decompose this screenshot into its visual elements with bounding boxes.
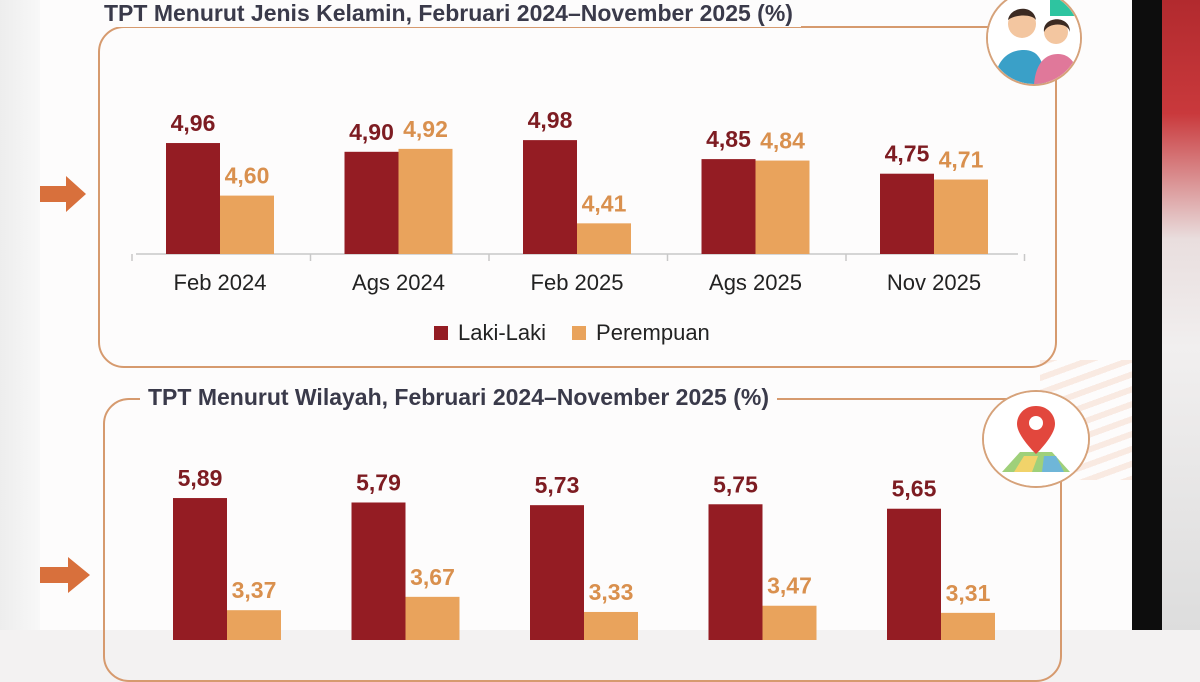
background-edge-red: [1162, 0, 1200, 630]
bar-series2-nov-2025: [934, 179, 988, 254]
bar-series1-feb-2025: [523, 140, 577, 254]
legend-label-laki-laki: Laki-Laki: [458, 320, 547, 345]
data-label: 4,84: [760, 128, 805, 154]
data-label: 5,65: [892, 476, 937, 502]
bar-series1-5: [887, 508, 941, 640]
chart-legend: Laki-Laki Perempuan: [434, 320, 736, 346]
bar-series2-ags-2024: [398, 148, 453, 254]
gender-bar-chart: 4,96 4,60 Feb 2024 4,90 4,92 Ags 2024 4,98 4,41…: [131, 107, 1026, 295]
data-label: 4,92: [403, 116, 448, 142]
x-tick-label: Feb 2025: [531, 270, 624, 295]
x-tick-label: Nov 2025: [887, 270, 981, 295]
data-label: 5,79: [356, 469, 401, 495]
bar-series2-2: [405, 596, 460, 640]
bar-series2-feb-2024: [220, 195, 274, 254]
x-tick-label: Feb 2024: [174, 270, 267, 295]
bar-series1-1: [173, 498, 227, 640]
data-label: 4,41: [582, 190, 627, 216]
data-label: 5,75: [713, 471, 758, 497]
gender-chart-title: TPT Menurut Jenis Kelamin, Februari 2024…: [96, 0, 801, 27]
bar-series2-1: [227, 610, 281, 640]
bar-series1-feb-2024: [166, 143, 220, 254]
x-tick-label: Ags 2024: [352, 270, 445, 295]
data-label: 3,31: [946, 580, 991, 606]
map-pin-icon: [982, 390, 1090, 488]
data-label: 5,89: [178, 465, 223, 491]
bar-series1-3: [530, 505, 584, 640]
legend-label-perempuan: Perempuan: [596, 320, 710, 345]
data-label: 4,60: [225, 163, 270, 189]
data-label: 4,75: [885, 141, 930, 167]
legend-item-laki-laki: Laki-Laki: [434, 320, 546, 346]
background-edge-right: [1132, 0, 1162, 630]
bar-series2-4: [762, 605, 817, 640]
data-label: 4,90: [349, 119, 394, 145]
legend-item-perempuan: Perempuan: [572, 320, 710, 346]
bar-series2-feb-2025: [577, 223, 631, 254]
data-label: 4,71: [939, 147, 984, 173]
arrow-right-icon: [40, 176, 86, 212]
people-icon: [986, 0, 1082, 86]
gender-chart-frame: [98, 26, 1057, 368]
background-edge-left: [0, 0, 40, 630]
data-label: 3,33: [589, 579, 634, 605]
data-label: 4,85: [706, 126, 751, 152]
bar-series1-ags-2025: [701, 159, 756, 254]
data-label: 4,96: [171, 110, 216, 136]
region-chart-title: TPT Menurut Wilayah, Februari 2024–Novem…: [140, 384, 777, 411]
bar-series2-ags-2025: [755, 160, 810, 254]
data-label: 5,73: [535, 472, 580, 498]
legend-swatch-laki-laki: [434, 326, 448, 340]
bar-series2-5: [941, 612, 995, 640]
bar-series1-4: [708, 504, 763, 640]
bar-series2-3: [584, 611, 638, 640]
data-label: 3,37: [232, 577, 277, 603]
x-tick-label: Ags 2025: [709, 270, 802, 295]
legend-swatch-perempuan: [572, 326, 587, 340]
data-label: 3,67: [410, 564, 455, 590]
region-bar-chart: 5,89 3,37 5,79 3,67 5,73 3,33 5,75 3,47 5,65 3,31: [173, 465, 995, 640]
data-label: 4,98: [528, 107, 573, 133]
bar-series1-ags-2024: [344, 151, 399, 254]
data-label: 3,47: [767, 573, 812, 599]
bar-series1-nov-2025: [880, 173, 934, 254]
bar-series1-2: [351, 502, 406, 640]
arrow-right-icon: [40, 557, 90, 593]
